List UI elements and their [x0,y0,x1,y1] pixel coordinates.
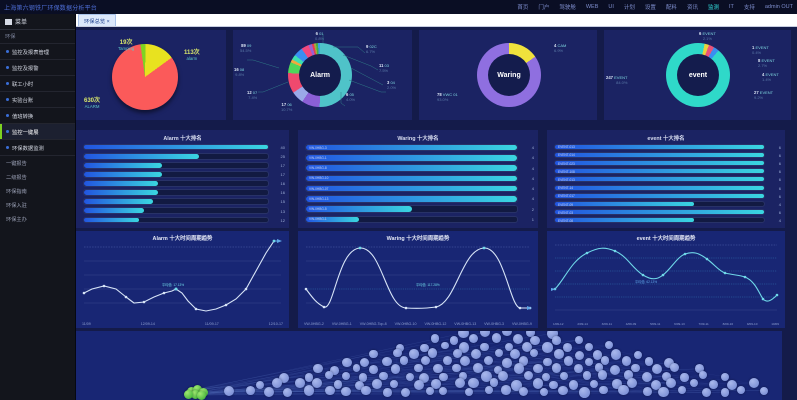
svg-text:平均值: 117.28%: 平均值: 117.28% [416,282,440,287]
svg-text:平均值: 62.13%: 平均值: 62.13% [635,279,657,284]
svg-text:平均值: 17.13%: 平均值: 17.13% [162,282,184,287]
